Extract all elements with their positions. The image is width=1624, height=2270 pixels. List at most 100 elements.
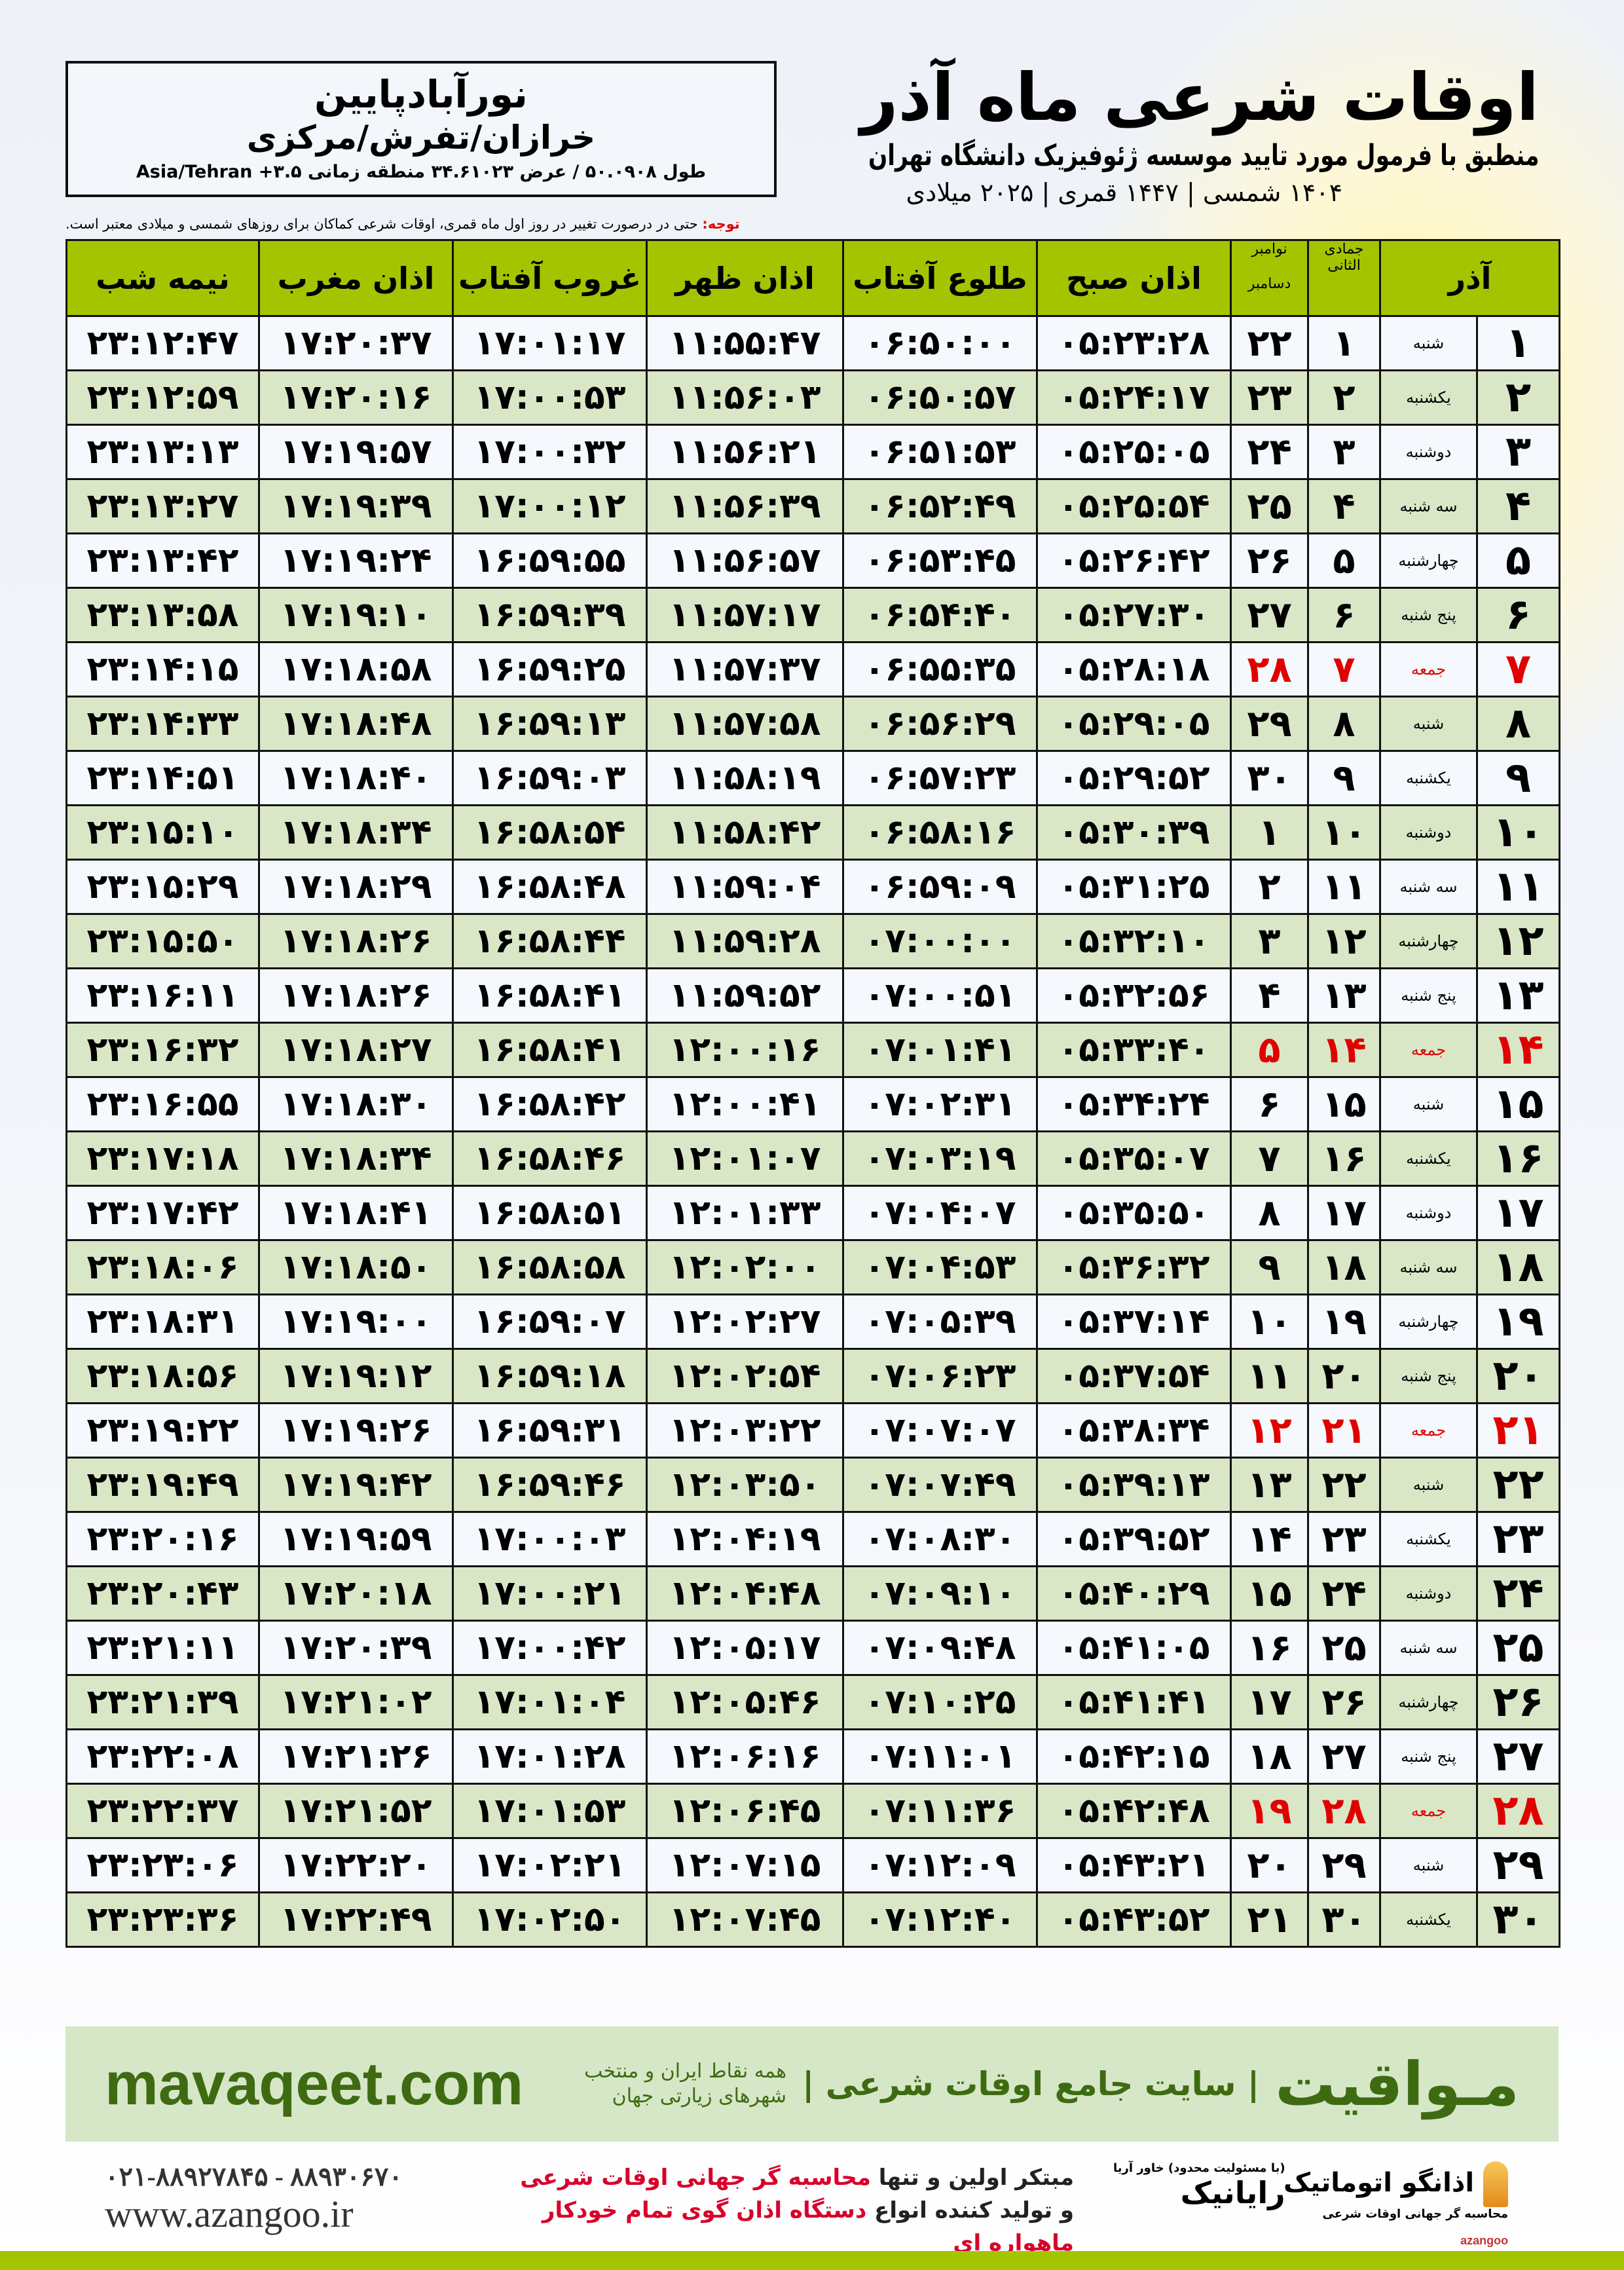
maghrib-time: ۱۷:۱۸:۲۹ bbox=[258, 859, 454, 915]
gregorian-day: ۶ bbox=[1230, 1076, 1309, 1132]
azar-day: ۵ bbox=[1476, 532, 1561, 589]
sunrise-time: ۰۷:۱۱:۰۱ bbox=[842, 1728, 1038, 1785]
sunset-time: ۱۶:۵۹:۰۳ bbox=[452, 750, 648, 806]
azar-day: ۱۷ bbox=[1476, 1185, 1561, 1241]
fajr-time: ۰۵:۴۲:۱۵ bbox=[1036, 1728, 1232, 1785]
azar-day: ۲۹ bbox=[1476, 1837, 1561, 1893]
sunset-time: ۱۶:۵۹:۳۹ bbox=[452, 587, 648, 643]
azar-day: ۲۳ bbox=[1476, 1511, 1561, 1567]
phone-numbers: ۰۲۱-۸۸۹۲۷۸۴۵ - ۸۸۹۳۰۶۷۰ bbox=[105, 2162, 403, 2191]
sunset-time: ۱۷:۰۱:۵۳ bbox=[452, 1783, 648, 1839]
azar-day: ۳ bbox=[1476, 424, 1561, 480]
weekday: دوشنبه bbox=[1378, 1185, 1479, 1241]
lunar-day: ۱۷ bbox=[1307, 1185, 1381, 1241]
gregorian-day: ۳ bbox=[1230, 913, 1309, 969]
sunset-time: ۱۶:۵۸:۴۲ bbox=[452, 1076, 648, 1132]
gregorian-day: ۱۲ bbox=[1230, 1402, 1309, 1459]
midnight-time: ۲۳:۱۳:۱۳ bbox=[65, 424, 260, 480]
dhuhr-time: ۱۱:۵۶:۵۷ bbox=[646, 532, 844, 589]
azar-day: ۲۰ bbox=[1476, 1348, 1561, 1404]
table-row: ۲۴ دوشنبه ۲۴ ۱۵ ۰۵:۴۰:۲۹ ۰۷:۰۹:۱۰ ۱۲:۰۴:۴۸ ۱۷:۰… bbox=[65, 1565, 1561, 1622]
dhuhr-time: ۱۲:۰۰:۴۱ bbox=[646, 1076, 844, 1132]
weekday: جمعه bbox=[1378, 1402, 1479, 1459]
lunar-day: ۲۷ bbox=[1307, 1728, 1381, 1785]
midnight-time: ۲۳:۱۳:۲۷ bbox=[65, 478, 260, 534]
gregorian-day: ۲۶ bbox=[1230, 532, 1309, 589]
azangoo-logo-sub: محاسبه گر جهانی اوقات شرعی bbox=[1322, 2207, 1509, 2221]
weekday: چهارشنبه bbox=[1378, 1674, 1479, 1730]
midnight-time: ۲۳:۲۲:۳۷ bbox=[65, 1783, 260, 1839]
table-row: ۲۶ چهارشنبه ۲۶ ۱۷ ۰۵:۴۱:۴۱ ۰۷:۱۰:۲۵ ۱۲:۰۵:۴۶ ۱۷… bbox=[65, 1674, 1561, 1730]
dhuhr-time: ۱۲:۰۷:۱۵ bbox=[646, 1837, 844, 1893]
gregorian-day: ۲ bbox=[1230, 859, 1309, 915]
promo-line1-a: مبتکر اولین و تنها bbox=[870, 2165, 1074, 2191]
dhuhr-time: ۱۱:۵۹:۰۴ bbox=[646, 859, 844, 915]
note-text: حتی در درصورت تغییر در روز اول ماه قمری،… bbox=[65, 216, 703, 232]
sunset-time: ۱۶:۵۸:۵۴ bbox=[452, 804, 648, 861]
fajr-time: ۰۵:۴۰:۲۹ bbox=[1036, 1565, 1232, 1622]
azar-day: ۶ bbox=[1476, 587, 1561, 643]
azar-day: ۷ bbox=[1476, 641, 1561, 698]
fajr-time: ۰۵:۳۱:۲۵ bbox=[1036, 859, 1232, 915]
header-lunar: جمادی الثانی bbox=[1307, 239, 1381, 317]
year-dates: ۱۴۰۴ شمسی | ۱۴۴۷ قمری | ۲۰۲۵ میلادی bbox=[906, 178, 1342, 207]
sunrise-time: ۰۶:۵۵:۳۵ bbox=[842, 641, 1038, 698]
sunset-time: ۱۶:۵۹:۳۱ bbox=[452, 1402, 648, 1459]
sunrise-time: ۰۷:۰۰:۵۱ bbox=[842, 967, 1038, 1024]
weekday: شنبه bbox=[1378, 315, 1479, 371]
sunset-time: ۱۶:۵۸:۴۴ bbox=[452, 913, 648, 969]
weekday: دوشنبه bbox=[1378, 424, 1479, 480]
page-title: اوقات شرعی ماه آذر bbox=[860, 59, 1539, 136]
banner-tagline: | سایت جامع اوقات شرعی | bbox=[802, 2065, 1260, 2103]
azar-day: ۲۴ bbox=[1476, 1565, 1561, 1622]
sunset-time: ۱۷:۰۲:۵۰ bbox=[452, 1891, 648, 1948]
promo-line2-a: و تولید کننده انواع bbox=[866, 2197, 1074, 2223]
contact-info: ۰۲۱-۸۸۹۲۷۸۴۵ - ۸۸۹۳۰۶۷۰ www.azangoo.ir bbox=[105, 2161, 403, 2236]
lunar-day: ۱۴ bbox=[1307, 1022, 1381, 1078]
midnight-time: ۲۳:۱۶:۳۲ bbox=[65, 1022, 260, 1078]
banner-site-link[interactable]: mavaqeet.com bbox=[105, 2050, 524, 2117]
sunset-time: ۱۷:۰۰:۱۲ bbox=[452, 478, 648, 534]
azar-day: ۴ bbox=[1476, 478, 1561, 534]
weekday: جمعه bbox=[1378, 1022, 1479, 1078]
header-greg-top: نوامبر bbox=[1251, 241, 1287, 257]
weekday: شنبه bbox=[1378, 1837, 1479, 1893]
dhuhr-time: ۱۲:۰۷:۴۵ bbox=[646, 1891, 844, 1948]
fajr-time: ۰۵:۲۸:۱۸ bbox=[1036, 641, 1232, 698]
fajr-time: ۰۵:۳۳:۴۰ bbox=[1036, 1022, 1232, 1078]
sunrise-time: ۰۷:۰۹:۱۰ bbox=[842, 1565, 1038, 1622]
rayanik-logo: (با مسئولیت محدود) خاور آریا رایانیک bbox=[1113, 2161, 1285, 2210]
weekday: یکشنبه bbox=[1378, 1511, 1479, 1567]
maghrib-time: ۱۷:۲۰:۱۸ bbox=[258, 1565, 454, 1622]
prayer-times-table: آذر جمادی الثانی نوامبر دسامبر اذان صبح ط… bbox=[65, 239, 1561, 1948]
fajr-time: ۰۵:۳۵:۰۷ bbox=[1036, 1130, 1232, 1187]
table-row: ۱۴ جمعه ۱۴ ۵ ۰۵:۳۳:۴۰ ۰۷:۰۱:۴۱ ۱۲:۰۰:۱۶ ۱۶:۵۸:۴… bbox=[65, 1022, 1561, 1078]
weekday: یکشنبه bbox=[1378, 369, 1479, 426]
azar-day: ۲۱ bbox=[1476, 1402, 1561, 1459]
lunar-day: ۲۵ bbox=[1307, 1620, 1381, 1676]
sunrise-time: ۰۷:۱۰:۲۵ bbox=[842, 1674, 1038, 1730]
table-row: ۴ سه شنبه ۴ ۲۵ ۰۵:۲۵:۵۴ ۰۶:۵۲:۴۹ ۱۱:۵۶:۳۹ ۱۷:۰۰… bbox=[65, 478, 1561, 534]
maghrib-time: ۱۷:۲۰:۳۷ bbox=[258, 315, 454, 371]
promo-text: مبتکر اولین و تنها محاسبه گر جهانی اوقات… bbox=[485, 2161, 1074, 2260]
midnight-time: ۲۳:۱۲:۴۷ bbox=[65, 315, 260, 371]
azar-day: ۱۹ bbox=[1476, 1293, 1561, 1350]
dhuhr-time: ۱۲:۰۲:۲۷ bbox=[646, 1293, 844, 1350]
sunrise-time: ۰۶:۵۰:۵۷ bbox=[842, 369, 1038, 426]
lunar-day: ۲۳ bbox=[1307, 1511, 1381, 1567]
fajr-time: ۰۵:۳۶:۳۲ bbox=[1036, 1239, 1232, 1295]
sunrise-time: ۰۶:۵۱:۵۳ bbox=[842, 424, 1038, 480]
table-row: ۱۰ دوشنبه ۱۰ ۱ ۰۵:۳۰:۳۹ ۰۶:۵۸:۱۶ ۱۱:۵۸:۴۲ ۱۶:۵۸… bbox=[65, 804, 1561, 861]
table-row: ۲ یکشنبه ۲ ۲۳ ۰۵:۲۴:۱۷ ۰۶:۵۰:۵۷ ۱۱:۵۶:۰۳ ۱۷:۰۰:… bbox=[65, 369, 1561, 426]
fajr-time: ۰۵:۴۲:۴۸ bbox=[1036, 1783, 1232, 1839]
location-region: خرازان/تفرش/مرکزی bbox=[246, 119, 596, 157]
lunar-day: ۸ bbox=[1307, 696, 1381, 752]
gregorian-day: ۲۱ bbox=[1230, 1891, 1309, 1948]
sunrise-time: ۰۷:۰۹:۴۸ bbox=[842, 1620, 1038, 1676]
azangoo-website-link[interactable]: www.azangoo.ir bbox=[105, 2193, 354, 2235]
maghrib-time: ۱۷:۱۸:۴۰ bbox=[258, 750, 454, 806]
table-row: ۱۸ سه شنبه ۱۸ ۹ ۰۵:۳۶:۳۲ ۰۷:۰۴:۵۳ ۱۲:۰۲:۰۰ ۱۶:۵… bbox=[65, 1239, 1561, 1295]
lunar-day: ۲۶ bbox=[1307, 1674, 1381, 1730]
midnight-time: ۲۳:۲۲:۰۸ bbox=[65, 1728, 260, 1785]
gregorian-day: ۲۳ bbox=[1230, 369, 1309, 426]
